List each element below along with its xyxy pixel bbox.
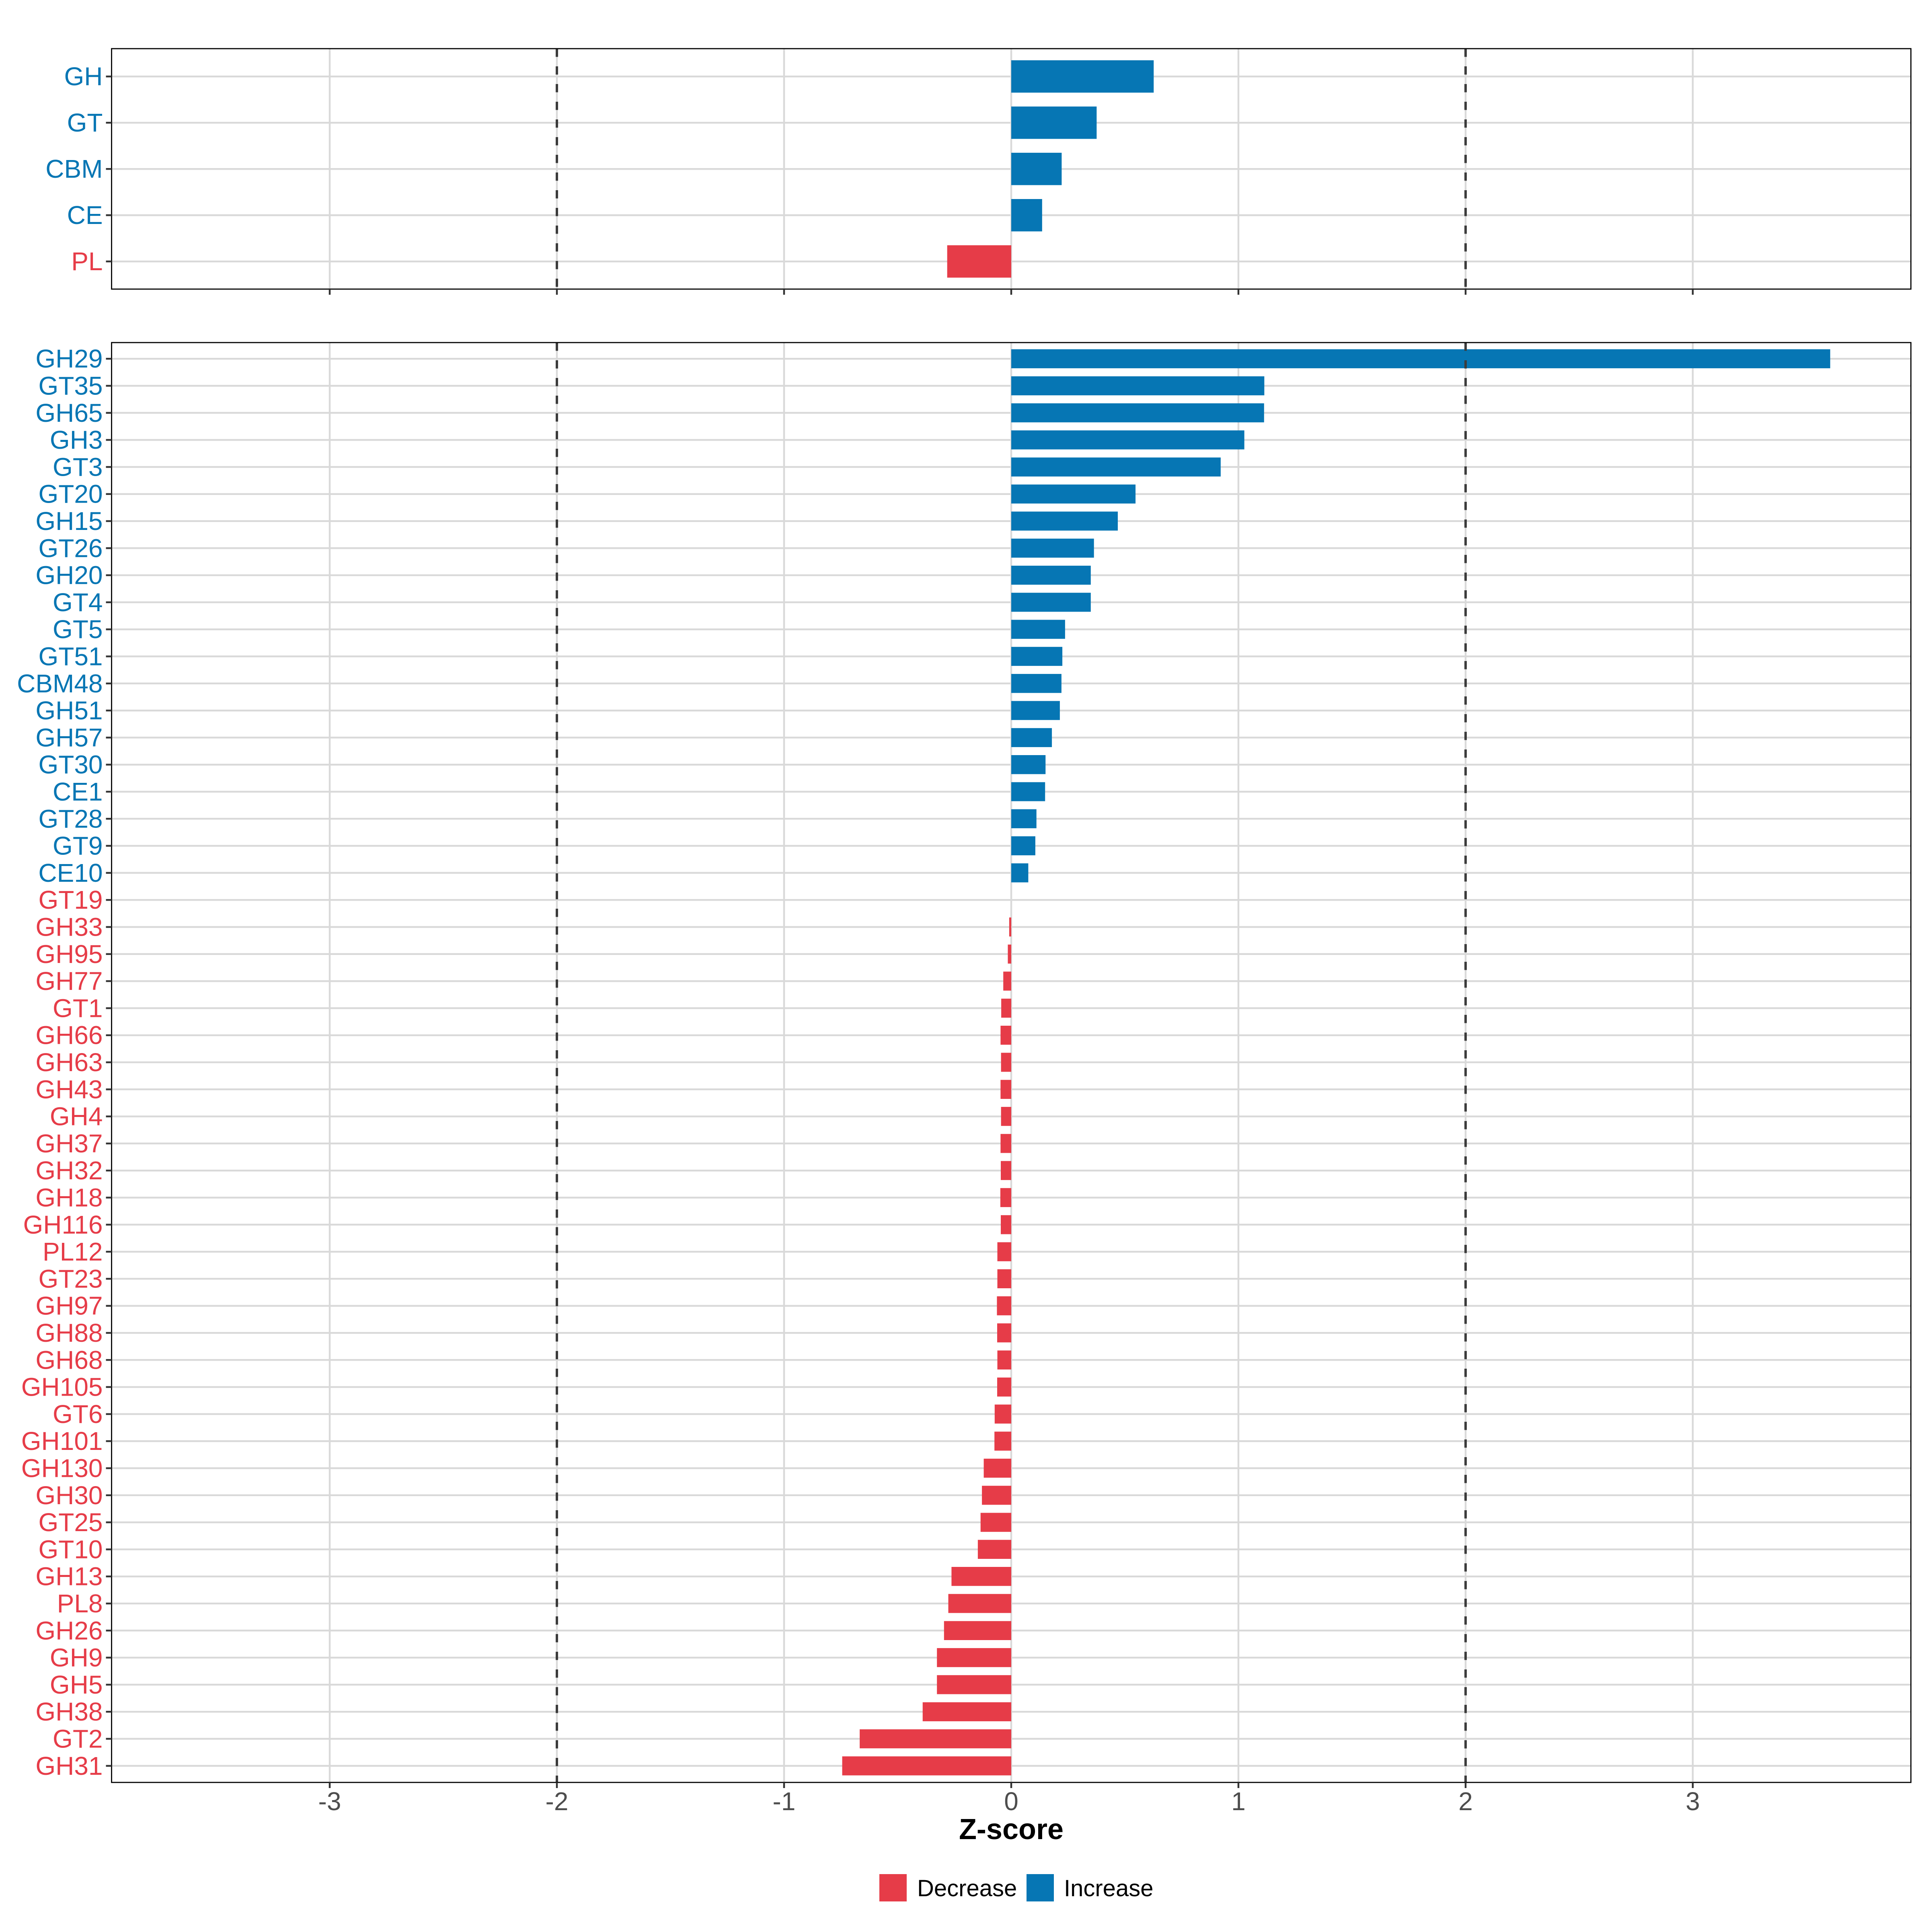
svg-text:GH88: GH88 [35,1318,103,1347]
svg-text:GT1: GT1 [53,994,103,1022]
svg-text:GT: GT [67,108,103,137]
svg-text:-3: -3 [318,1787,341,1816]
svg-text:GH68: GH68 [35,1345,103,1374]
svg-text:GH3: GH3 [50,425,103,454]
svg-text:1: 1 [1231,1787,1246,1816]
svg-text:GH9: GH9 [50,1643,103,1672]
svg-text:GH29: GH29 [35,344,103,373]
svg-text:GH33: GH33 [35,913,103,942]
svg-text:-2: -2 [546,1787,569,1816]
svg-text:GH95: GH95 [35,940,103,969]
svg-text:GH38: GH38 [35,1697,103,1726]
svg-text:CE1: CE1 [53,777,103,806]
svg-text:CE: CE [67,201,103,230]
svg-text:-1: -1 [773,1787,796,1816]
svg-text:GT2: GT2 [53,1725,103,1753]
svg-text:GT51: GT51 [38,642,103,671]
svg-text:CE10: CE10 [38,858,103,887]
svg-text:GT28: GT28 [38,804,103,833]
svg-text:GT26: GT26 [38,534,103,563]
svg-text:GH37: GH37 [35,1129,103,1158]
svg-text:GT23: GT23 [38,1264,103,1293]
svg-text:GH26: GH26 [35,1616,103,1645]
svg-text:GH13: GH13 [35,1562,103,1591]
svg-text:GH20: GH20 [35,561,103,590]
svg-text:GH32: GH32 [35,1156,103,1185]
svg-text:GT3: GT3 [53,452,103,481]
svg-text:CBM: CBM [45,154,103,183]
svg-text:GT4: GT4 [53,588,103,617]
svg-text:GH63: GH63 [35,1048,103,1077]
svg-text:GH57: GH57 [35,723,103,752]
svg-text:Decrease: Decrease [917,1875,1017,1901]
svg-text:GT20: GT20 [38,480,103,509]
svg-text:PL8: PL8 [57,1589,103,1618]
svg-text:GT9: GT9 [53,832,103,860]
svg-text:PL12: PL12 [43,1237,103,1266]
svg-text:GT10: GT10 [38,1535,103,1564]
svg-text:2: 2 [1458,1787,1473,1816]
svg-text:CBM48: CBM48 [17,669,103,698]
svg-text:GT6: GT6 [53,1400,103,1429]
svg-text:GH116: GH116 [23,1210,103,1239]
svg-text:GH43: GH43 [35,1075,103,1104]
svg-text:GH4: GH4 [50,1102,103,1131]
svg-text:GH5: GH5 [50,1670,103,1699]
svg-text:GH105: GH105 [21,1373,103,1402]
svg-text:GH18: GH18 [35,1183,103,1212]
svg-text:GT25: GT25 [38,1508,103,1537]
svg-text:Z-score: Z-score [959,1813,1064,1846]
svg-text:Increase: Increase [1064,1875,1153,1901]
svg-text:GH77: GH77 [35,967,103,996]
svg-text:GH101: GH101 [21,1427,103,1456]
svg-text:GT30: GT30 [38,750,103,779]
svg-text:GH: GH [64,62,103,91]
svg-text:GH66: GH66 [35,1021,103,1050]
svg-text:PL: PL [71,247,103,276]
svg-text:GH15: GH15 [35,507,103,536]
svg-text:GH65: GH65 [35,398,103,427]
svg-text:GH130: GH130 [21,1454,103,1483]
svg-text:GT5: GT5 [53,615,103,644]
svg-text:GT19: GT19 [38,885,103,914]
svg-text:3: 3 [1686,1787,1700,1816]
svg-text:GH30: GH30 [35,1481,103,1510]
svg-text:GT35: GT35 [38,372,103,400]
svg-text:GH51: GH51 [35,696,103,725]
svg-text:GH31: GH31 [35,1751,103,1780]
svg-text:GH97: GH97 [35,1291,103,1320]
svg-text:0: 0 [1004,1787,1018,1816]
